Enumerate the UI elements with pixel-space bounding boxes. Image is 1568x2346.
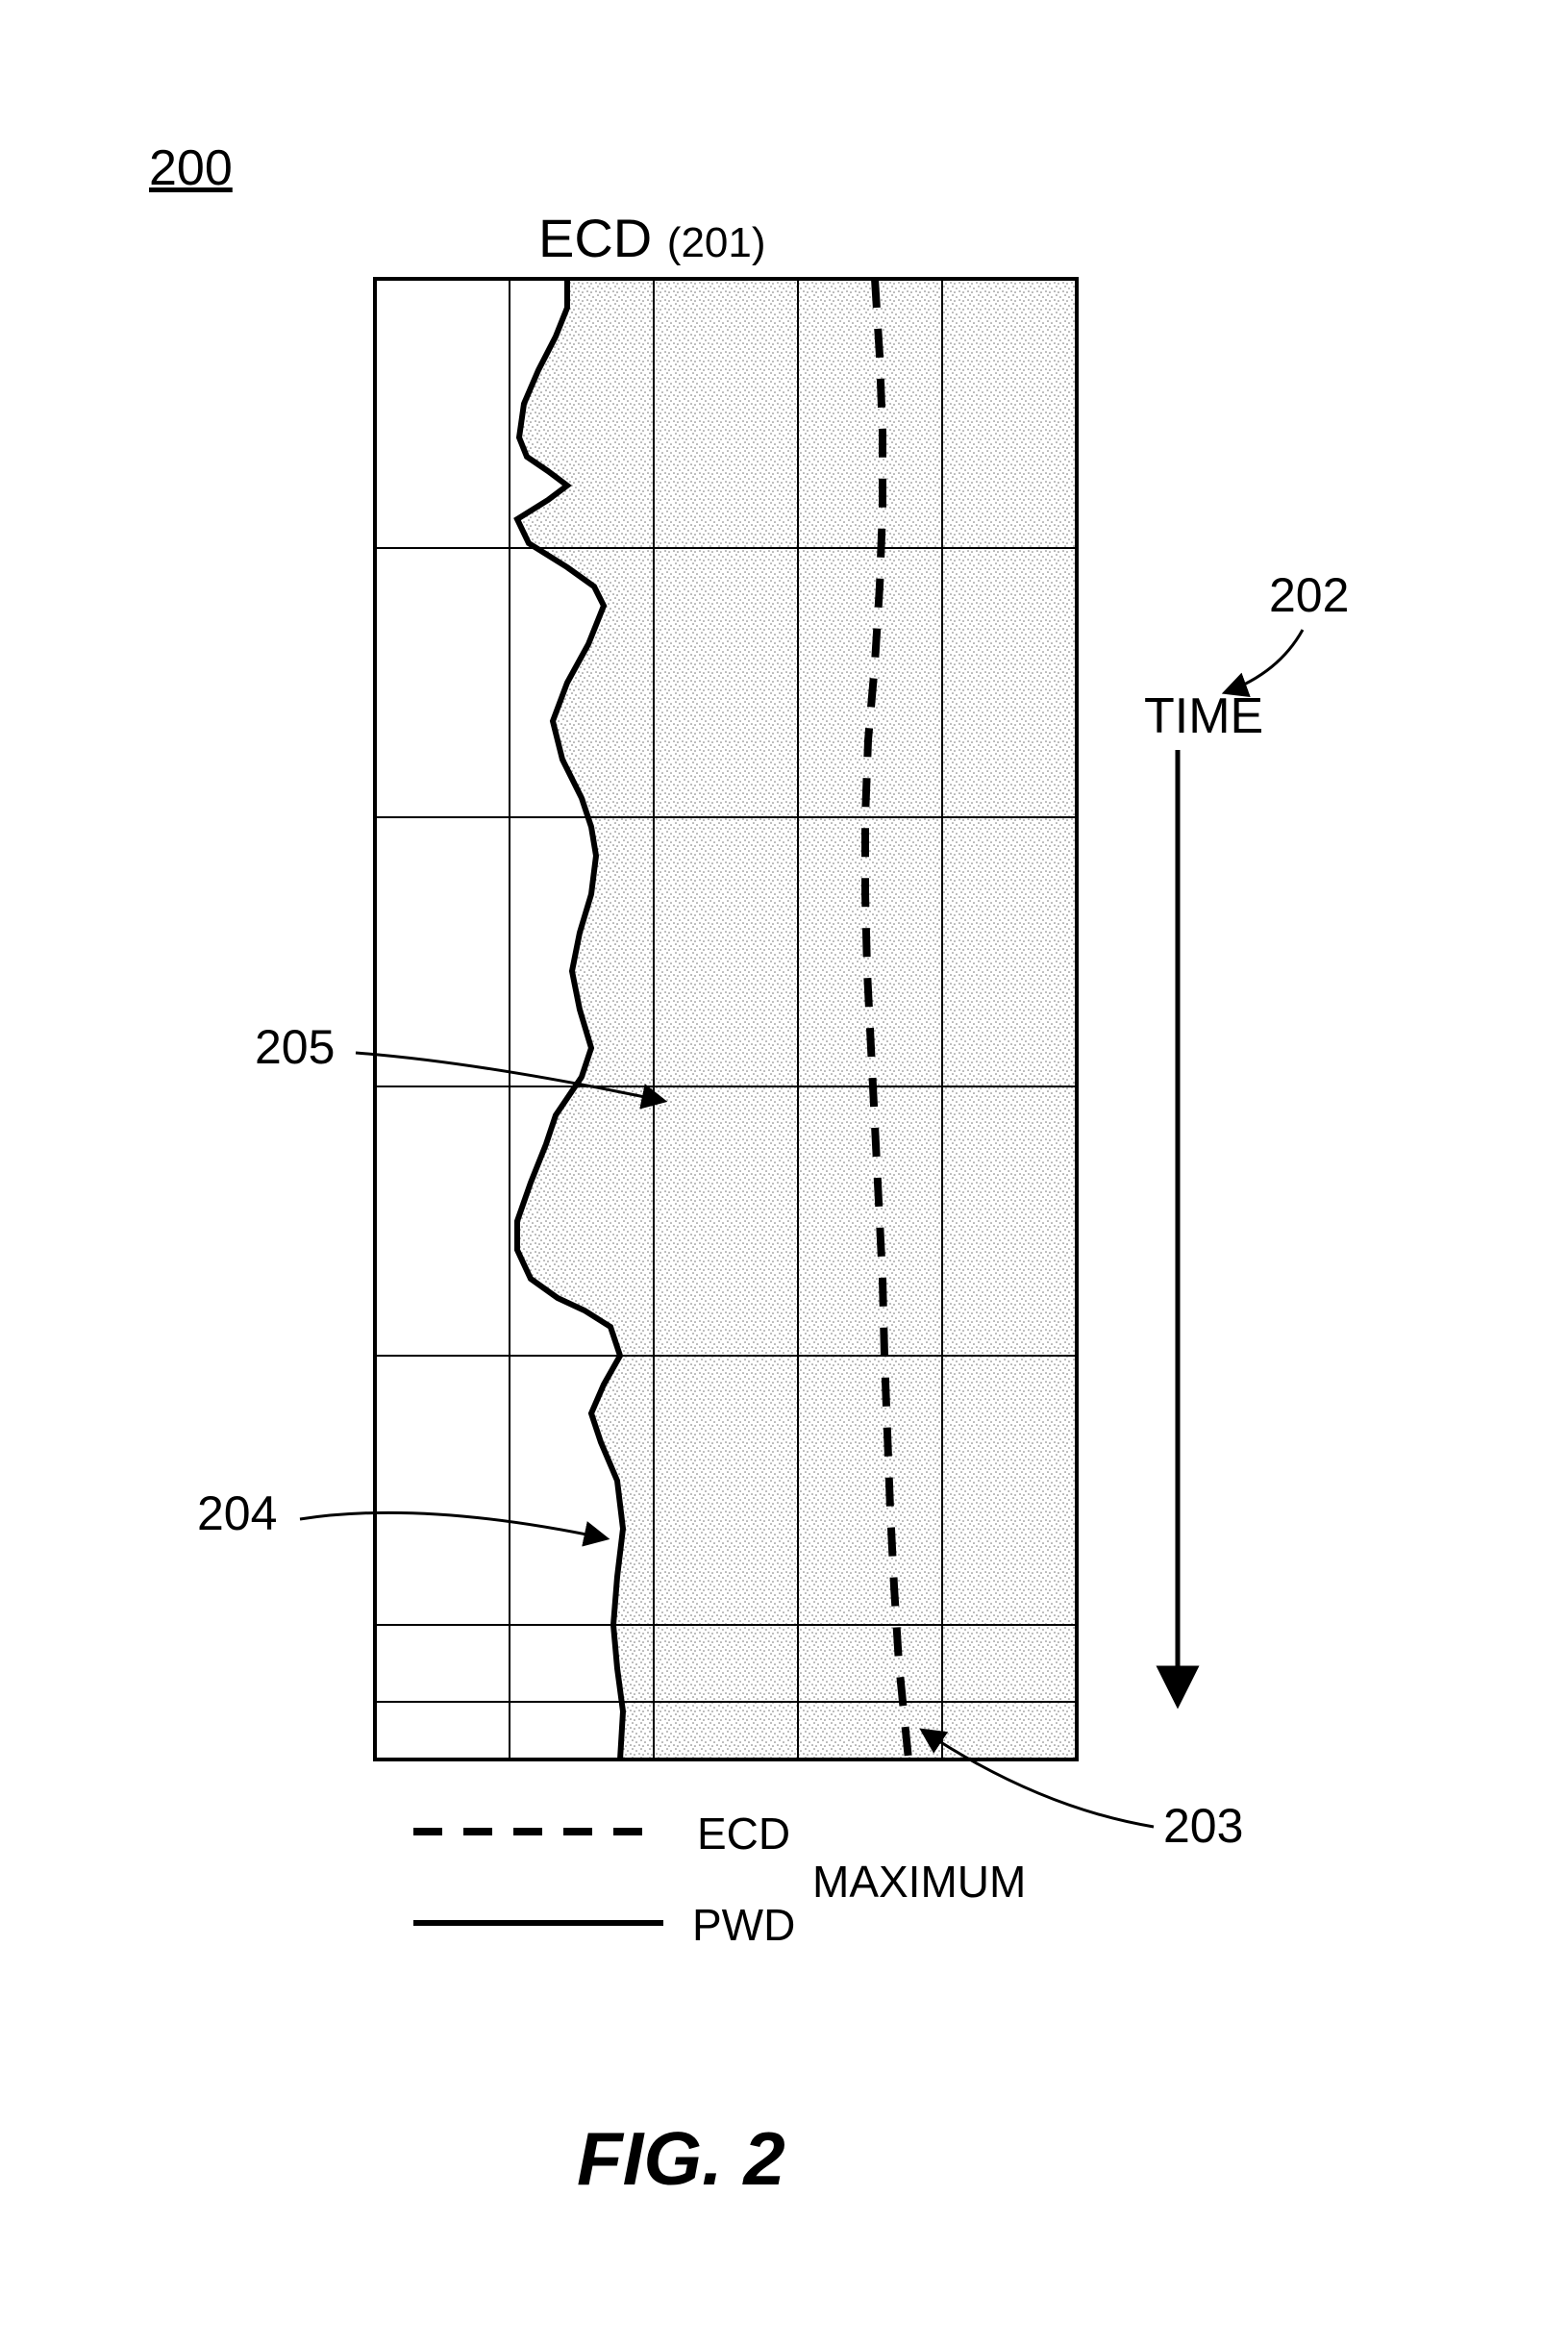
figure-caption: FIG. 2	[577, 2115, 785, 2203]
ref-205: 205	[255, 1019, 335, 1075]
legend-pwd-label: PWD	[692, 1899, 795, 1951]
ref-202: 202	[1269, 567, 1349, 623]
chart-title: ECD (201)	[538, 207, 766, 269]
ref-204: 204	[197, 1485, 277, 1541]
legend-ecd-label: ECD	[697, 1808, 790, 1859]
figure-number: 200	[149, 139, 233, 197]
ref-203: 203	[1163, 1798, 1243, 1854]
legend-maximum-label: MAXIMUM	[812, 1856, 1026, 1908]
chart-area	[375, 279, 1077, 1760]
time-axis-label: TIME	[1144, 687, 1263, 745]
chart-title-main: ECD	[538, 208, 652, 268]
chart-title-sub: (201)	[667, 219, 766, 266]
legend	[413, 1832, 663, 1923]
leader-202	[1226, 630, 1303, 692]
leader-204	[300, 1512, 606, 1538]
